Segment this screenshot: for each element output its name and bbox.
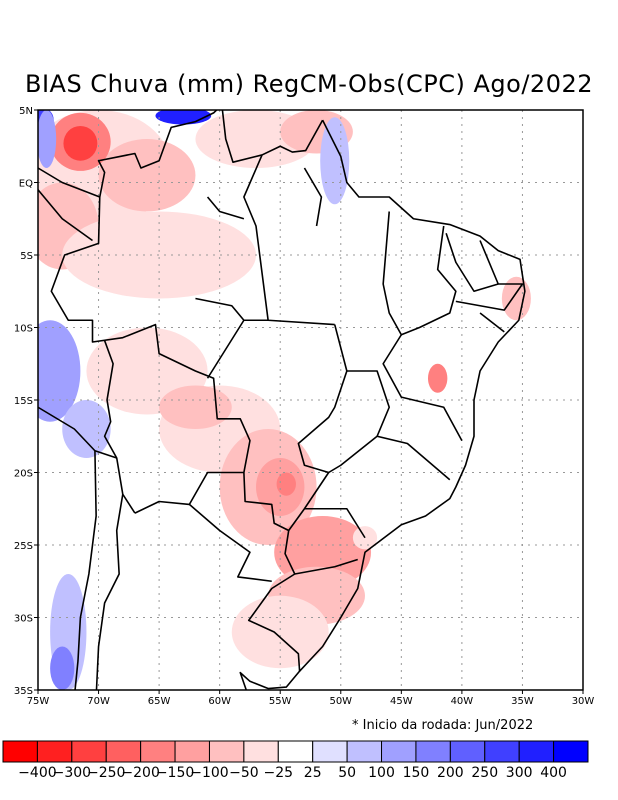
colorbar-label: −50 — [229, 765, 259, 781]
colorbar-label: −200 — [121, 765, 160, 781]
border-line — [38, 189, 93, 242]
colorbar-swatch — [518, 740, 555, 763]
y-tick-label: 5N — [19, 106, 33, 117]
x-tick-label: 45W — [390, 696, 413, 707]
y-tick-label: 10S — [14, 324, 33, 335]
colorbar-swatch — [415, 740, 451, 763]
colorbar-label: 400 — [540, 765, 567, 781]
anomaly-region — [276, 472, 296, 496]
run-start-note: * Inicio da rodada: Jun/2022 — [352, 718, 534, 733]
colorbar-label: 250 — [471, 765, 499, 781]
anomaly-region — [50, 646, 75, 690]
border-line — [206, 196, 245, 220]
border-line — [445, 232, 499, 293]
colorbar-label: 25 — [303, 765, 322, 781]
colorbar-swatch — [277, 740, 314, 763]
anomaly-region — [38, 110, 57, 168]
anomaly-region — [63, 125, 98, 161]
border-line — [243, 154, 335, 326]
colorbar-swatch — [36, 740, 73, 763]
border-line — [38, 406, 97, 690]
x-tick-label: 50W — [329, 696, 352, 707]
colorbar-swatch — [140, 740, 176, 763]
colorbar-swatch — [381, 740, 417, 763]
axis-ticks: 75W 70W 65W 60W 55W 50W 45W 40W 35W 30W 5N EQ 5S 10S 1… — [14, 106, 594, 707]
border-line — [94, 449, 117, 459]
colorbar-label: 50 — [338, 765, 357, 781]
colorbar-label: 150 — [402, 765, 430, 781]
colorbar-swatch — [484, 740, 520, 763]
colorbar-label: −250 — [87, 765, 126, 781]
border-line — [304, 507, 366, 539]
colorbar-label: −100 — [190, 765, 229, 781]
border-line — [303, 167, 323, 227]
x-tick-label: 60W — [208, 696, 231, 707]
border-line — [195, 297, 245, 379]
colorbar-swatch — [174, 740, 210, 763]
y-tick-label: 20S — [14, 469, 33, 480]
colorbar-label: −400 — [18, 765, 57, 781]
anomaly-region — [427, 363, 448, 393]
y-tick-label: 15S — [14, 396, 33, 407]
border-line — [95, 494, 124, 690]
colorbar-swatch — [2, 740, 38, 763]
anomaly-region — [320, 117, 350, 205]
border-line — [294, 558, 358, 575]
border-line — [455, 240, 524, 311]
y-tick-label: 35S — [14, 686, 33, 697]
colorbar-swatch — [449, 740, 486, 763]
border-line — [38, 167, 101, 198]
border-line — [328, 435, 378, 474]
country-borders — [38, 110, 526, 690]
border-line — [479, 312, 505, 333]
border-line — [239, 670, 301, 690]
border-line — [188, 503, 272, 583]
border-line — [221, 110, 324, 163]
colorbar-swatch — [346, 740, 383, 763]
colorbar-label: 200 — [436, 765, 464, 781]
border-line — [346, 370, 451, 481]
colorbar-swatch — [243, 740, 279, 763]
colorbar-label: −300 — [52, 765, 92, 781]
anomaly-region — [98, 139, 196, 212]
colorbar-swatch — [208, 740, 245, 763]
border-line — [382, 211, 463, 441]
anomaly-region — [231, 595, 329, 669]
colorbar-label: 100 — [368, 765, 395, 781]
x-tick-label: 30W — [572, 696, 595, 707]
y-tick-label: EQ — [19, 179, 33, 190]
x-tick-label: 75W — [27, 696, 50, 707]
border-line — [401, 225, 457, 336]
x-tick-label: 40W — [451, 696, 474, 707]
colorbar-label: −25 — [263, 765, 294, 781]
colorbar-swatch — [312, 740, 348, 763]
map-title: BIAS Chuva (mm) RegCM-Obs(CPC) Ago/2022 — [24, 70, 594, 98]
grid-lines — [38, 110, 583, 690]
colorbar-label: −150 — [155, 765, 195, 781]
anomaly-region — [159, 385, 232, 429]
anomaly-region — [62, 211, 256, 299]
x-tick-label: 35W — [511, 696, 534, 707]
anomaly-fill — [38, 110, 531, 690]
anomaly-region — [62, 400, 111, 458]
anomaly-region — [38, 320, 81, 422]
colorbar — [2, 740, 589, 763]
colorbar-swatch — [105, 740, 142, 763]
border-line — [103, 340, 136, 514]
colorbar-swatch — [553, 740, 589, 763]
y-tick-label: 5S — [20, 251, 33, 262]
x-tick-label: 70W — [87, 696, 110, 707]
colorbar-label: 300 — [505, 765, 533, 781]
colorbar-swatch — [71, 740, 107, 763]
x-tick-label: 55W — [269, 696, 292, 707]
y-tick-label: 25S — [14, 541, 33, 552]
y-tick-label: 30S — [14, 614, 33, 625]
x-tick-label: 65W — [148, 696, 171, 707]
border-line — [288, 324, 348, 531]
